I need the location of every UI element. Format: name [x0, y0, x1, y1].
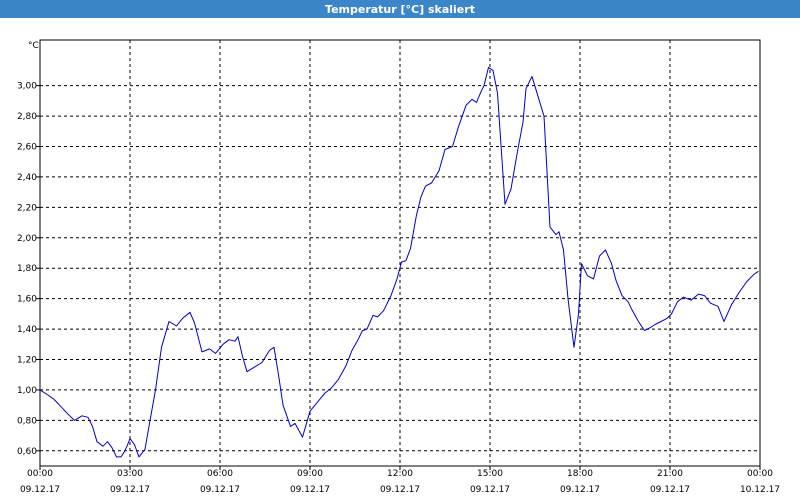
x-tick-date-1: 09.12.17	[110, 485, 150, 495]
chart-area: 0,60 0,80 1,00 1,20 1,40 1,60 1,80 2,00 2,20 2,40…	[0, 18, 800, 500]
y-axis-unit-label: °C	[28, 41, 39, 51]
temperature-line-chart: 0,60 0,80 1,00 1,20 1,40 1,60 1,80 2,00 2,20 2,40…	[17, 39, 780, 495]
y-tick-label-10: 2,60	[17, 143, 37, 153]
x-tick-date-5: 09.12.17	[470, 485, 510, 495]
x-tick-date-8: 10.12.17	[740, 485, 780, 495]
x-tick-date-4: 09.12.17	[380, 485, 420, 495]
y-axis: 0,60 0,80 1,00 1,20 1,40 1,60 1,80 2,00 2,20 2,40…	[17, 82, 40, 457]
y-tick-label-1: 0,80	[17, 416, 37, 426]
y-tick-label-11: 2,80	[17, 112, 37, 122]
temperature-series-line	[39, 66, 759, 458]
x-tick-time-1: 03:00	[117, 469, 143, 479]
y-tick-label-3: 1,20	[17, 356, 37, 366]
x-axis: 00:00 09.12.17 03:00 09.12.17 06:00 09.12.17 0…	[20, 466, 780, 495]
y-tick-label-4: 1,40	[17, 325, 37, 335]
x-tick-time-6: 18:00	[567, 469, 593, 479]
x-tick-date-7: 09.12.17	[650, 485, 690, 495]
x-tick-time-0: 00:00	[27, 469, 53, 479]
chart-title: Temperatur [°C] skaliert	[325, 2, 475, 16]
x-tick-date-3: 09.12.17	[290, 485, 330, 495]
x-tick-date-6: 09.12.17	[560, 485, 600, 495]
x-tick-time-4: 12:00	[387, 469, 413, 479]
y-tick-label-2: 1,00	[17, 386, 37, 396]
y-tick-label-6: 1,80	[17, 264, 37, 274]
x-tick-date-0: 09.12.17	[20, 485, 60, 495]
x-tick-time-3: 09:00	[297, 469, 323, 479]
y-tick-label-9: 2,40	[17, 173, 37, 183]
x-tick-time-8: 00:00	[747, 469, 773, 479]
y-tick-label-0: 0,60	[17, 447, 37, 457]
x-tick-time-5: 15:00	[477, 469, 503, 479]
y-tick-label-7: 2,00	[17, 234, 37, 244]
y-tick-label-5: 1,60	[17, 295, 37, 305]
grid-lines	[40, 40, 760, 466]
x-tick-date-2: 09.12.17	[200, 485, 240, 495]
series-group	[39, 66, 759, 458]
y-tick-label-12: 3,00	[17, 82, 37, 92]
x-tick-time-2: 06:00	[207, 469, 233, 479]
chart-title-bar: Temperatur [°C] skaliert	[0, 0, 800, 18]
x-tick-time-7: 21:00	[657, 469, 683, 479]
y-tick-label-8: 2,20	[17, 203, 37, 213]
